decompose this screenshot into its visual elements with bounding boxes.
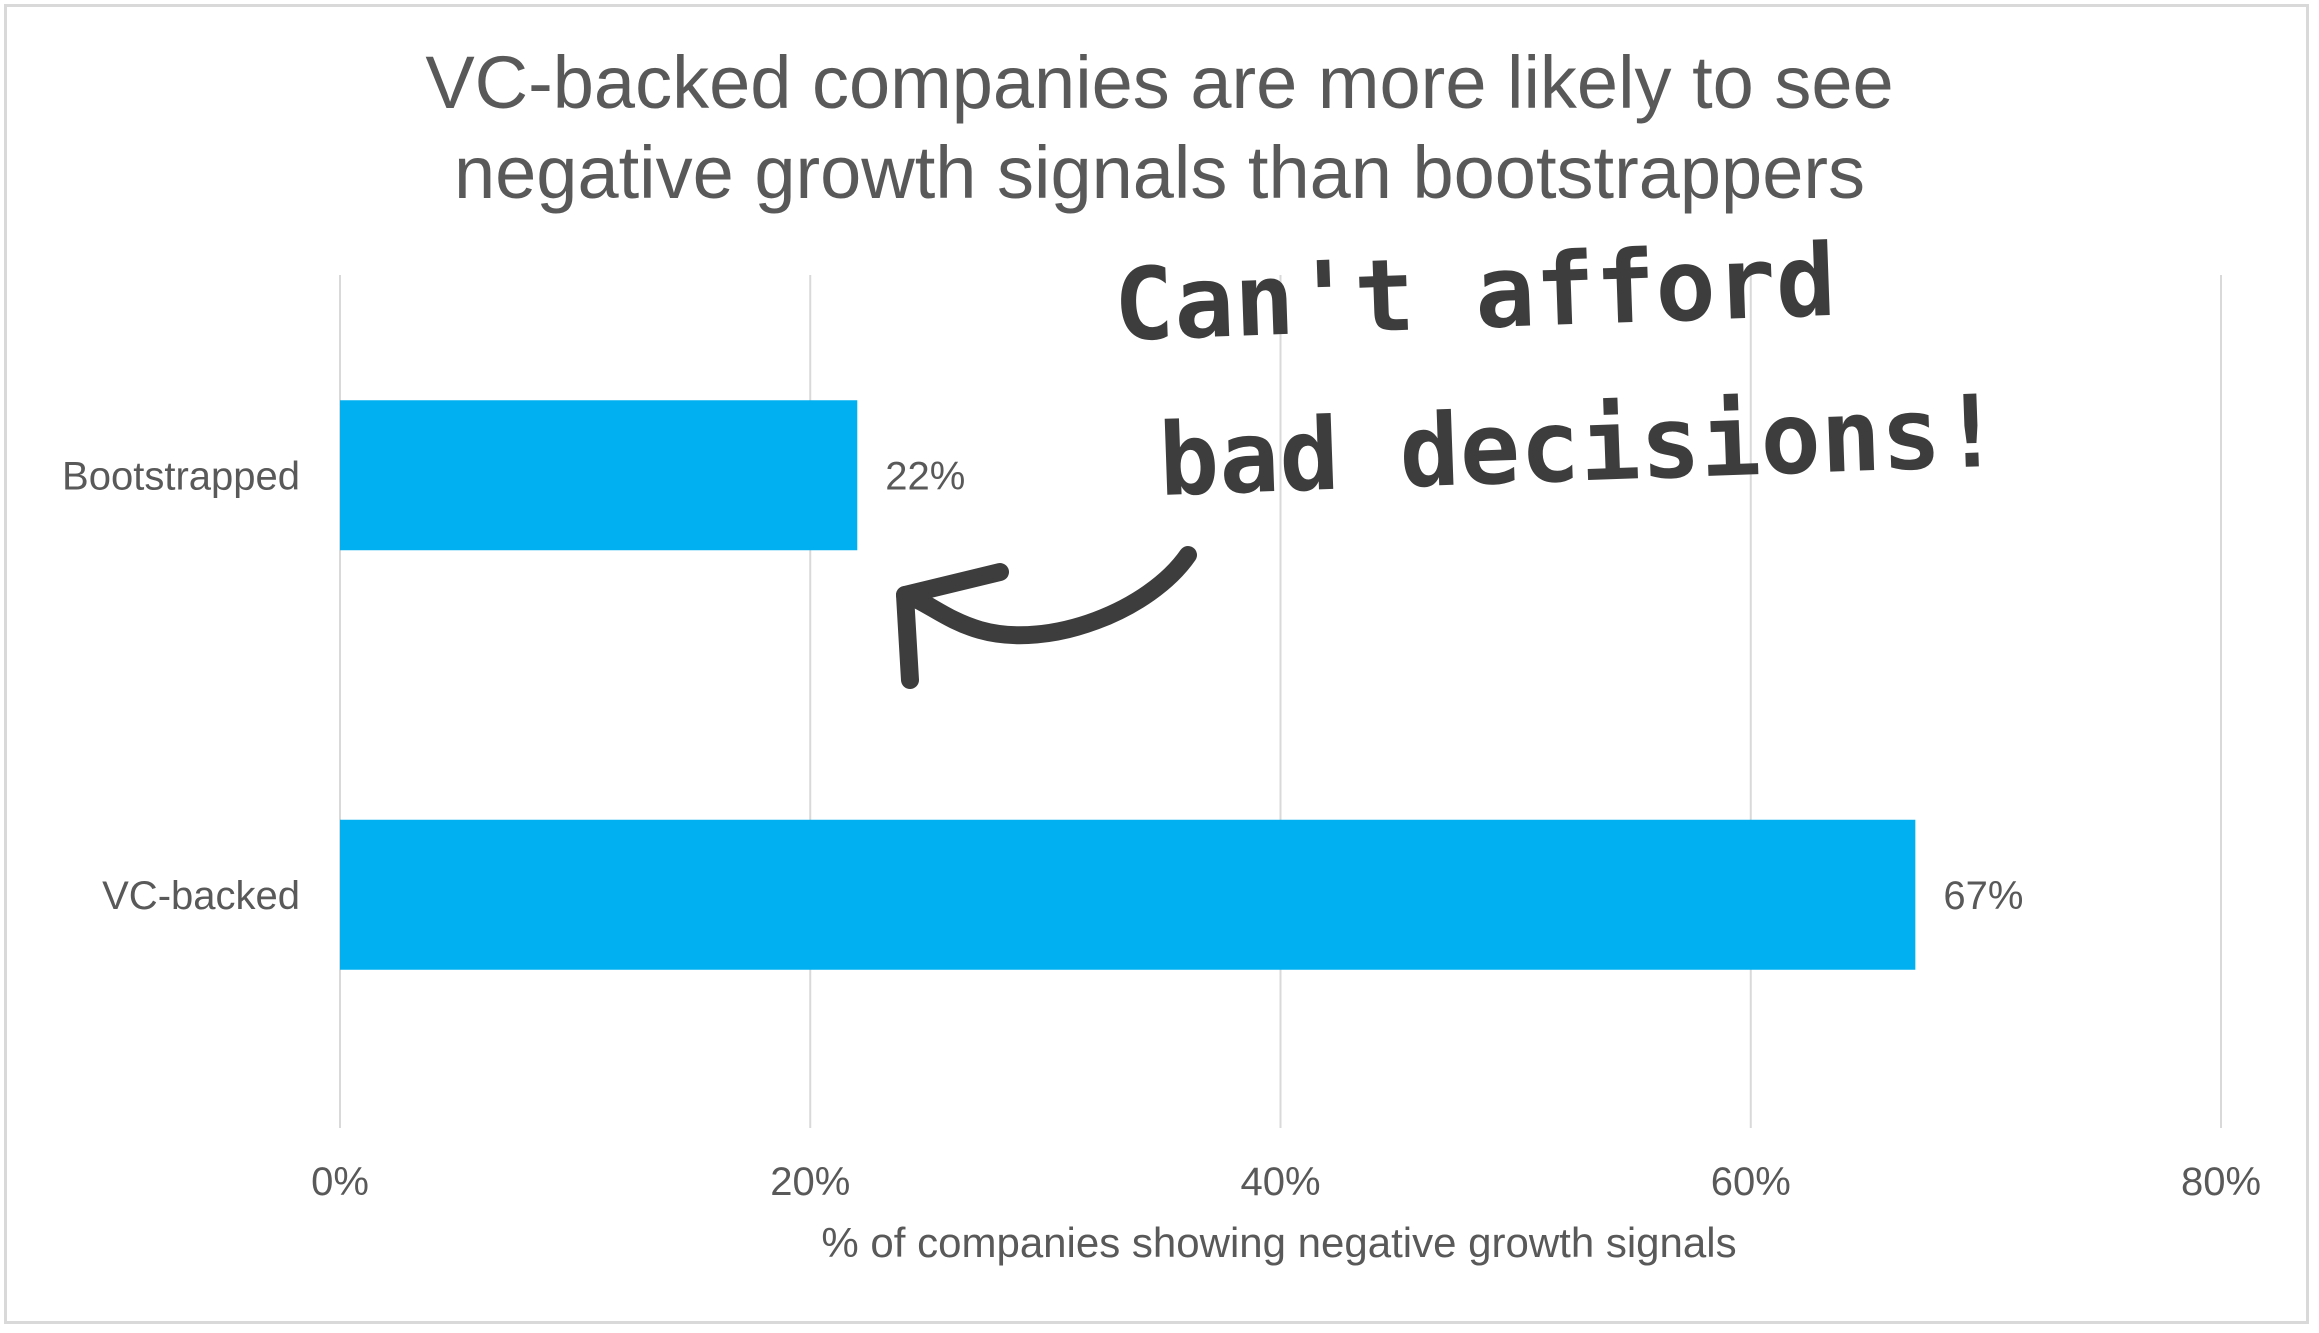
annotation-arrow-head	[896, 563, 1009, 689]
x-tick-label: 20%	[770, 1160, 850, 1204]
chart-frame	[4, 4, 2309, 1324]
annotation-line-2: bad decisions!	[1157, 373, 2003, 519]
labels: 0% 20% 40% 60% 80% Bootstrapped 22% VC-backed 67…	[62, 454, 2261, 1204]
x-tick-label: 80%	[2181, 1160, 2261, 1204]
gridlines	[339, 275, 2222, 1128]
x-tick-label: 0%	[311, 1160, 369, 1204]
y-category-label: Bootstrapped	[62, 454, 300, 498]
data-label: 22%	[885, 454, 965, 498]
bars	[340, 400, 1916, 970]
annotation-arrow-curve	[896, 546, 1197, 645]
x-tick-label: 40%	[1240, 1160, 1320, 1204]
chart-title: VC-backed companies are more likely to s…	[425, 41, 1894, 214]
bar-vc-backed	[340, 819, 1916, 970]
x-tick-label: 60%	[1711, 1160, 1791, 1204]
bar-bootstrapped	[340, 400, 858, 551]
data-label: 67%	[1943, 874, 2023, 918]
handwritten-annotation: Can't afford bad decisions!	[896, 222, 2003, 689]
annotation-line-1: Can't afford	[1112, 222, 1838, 364]
y-category-label: VC-backed	[102, 874, 300, 918]
x-axis-title: % of companies showing negative growth s…	[821, 1219, 1736, 1266]
